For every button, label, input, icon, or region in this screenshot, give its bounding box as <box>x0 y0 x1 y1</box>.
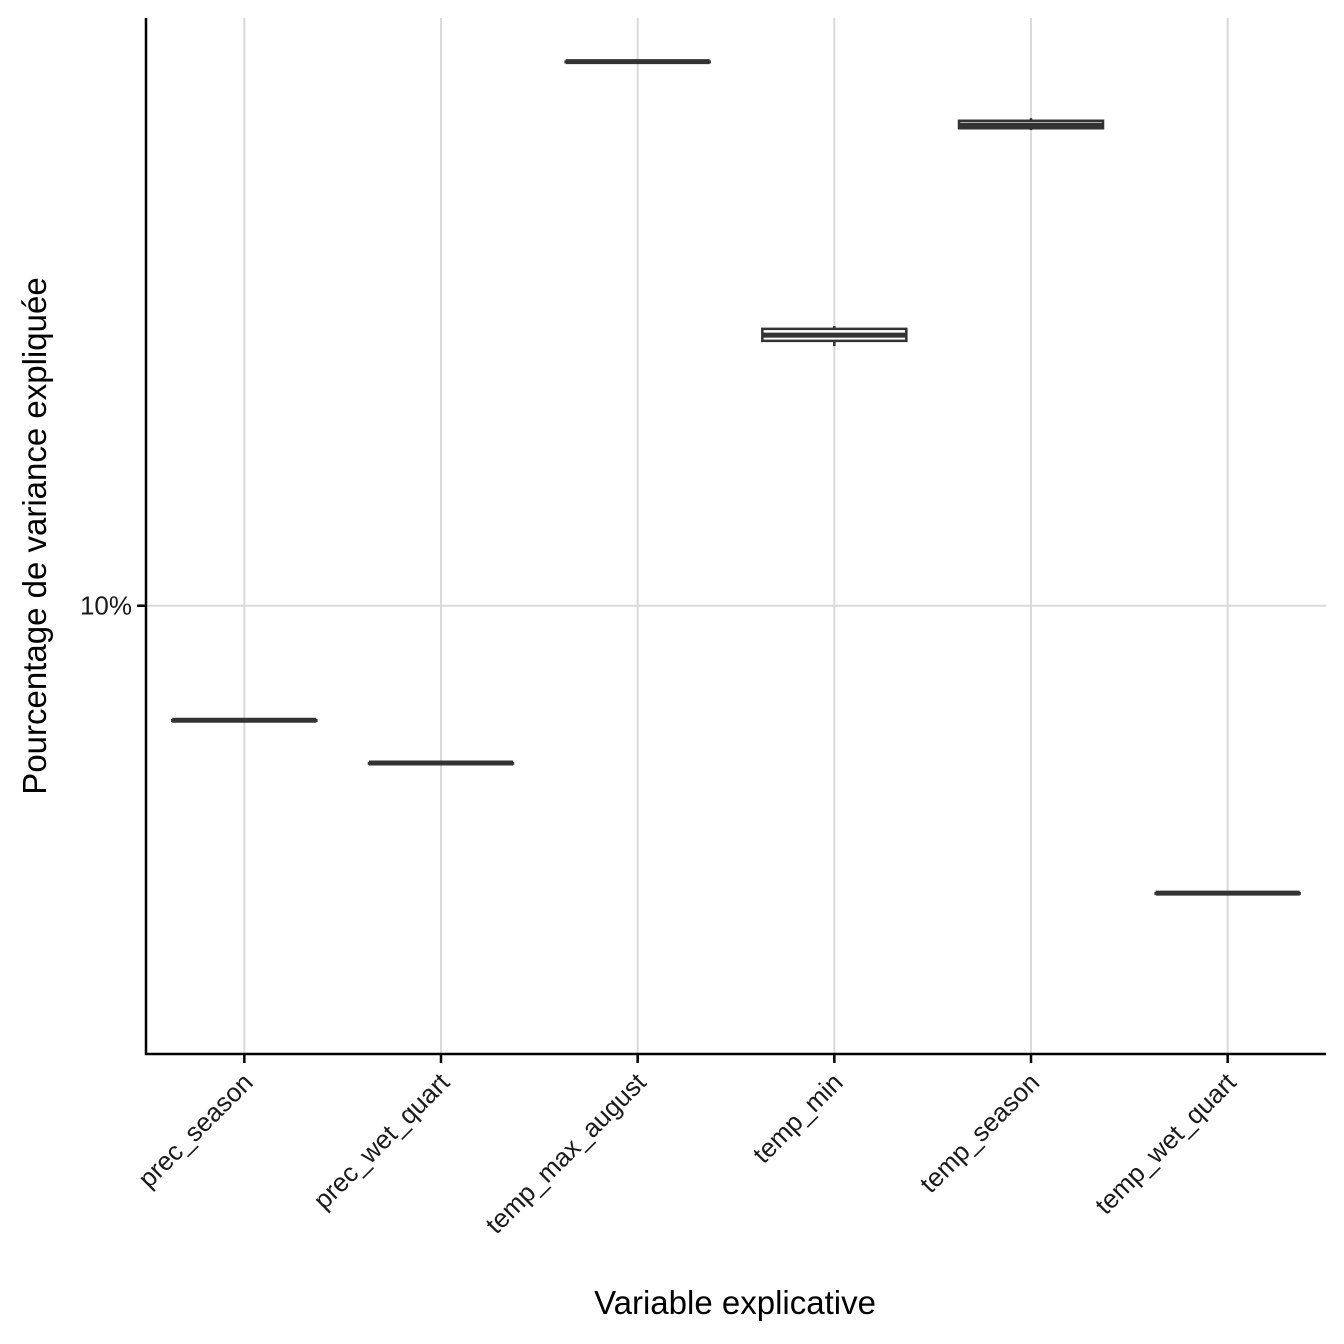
box-temp_wet_quart <box>1154 890 1301 896</box>
axes <box>137 18 1326 1063</box>
y-axis-title: Pourcentage de variance expliquée <box>16 277 53 794</box>
y-tick-label: 10% <box>80 591 132 621</box>
box-prec_season <box>171 717 318 723</box>
x-tick-label: prec_season <box>132 1067 258 1193</box>
x-tick-label: temp_season <box>914 1067 1046 1199</box>
tick-labels: prec_season prec_wet_quart temp_max_august… <box>80 591 1242 1240</box>
x-axis-title: Variable explicative <box>594 1284 876 1321</box>
x-tick-label: temp_min <box>747 1067 849 1169</box>
boxes-layer <box>171 59 1301 896</box>
box-prec_wet_quart <box>367 760 515 766</box>
box-temp_min <box>761 326 908 347</box>
x-tick-label: temp_wet_quart <box>1089 1066 1243 1220</box>
box-temp_season <box>957 118 1105 131</box>
grid-lines <box>146 18 1326 1054</box>
x-tick-label: temp_max_august <box>479 1066 652 1239</box>
x-tick-label: prec_wet_quart <box>307 1066 455 1214</box>
box-temp_max_august <box>564 59 711 65</box>
